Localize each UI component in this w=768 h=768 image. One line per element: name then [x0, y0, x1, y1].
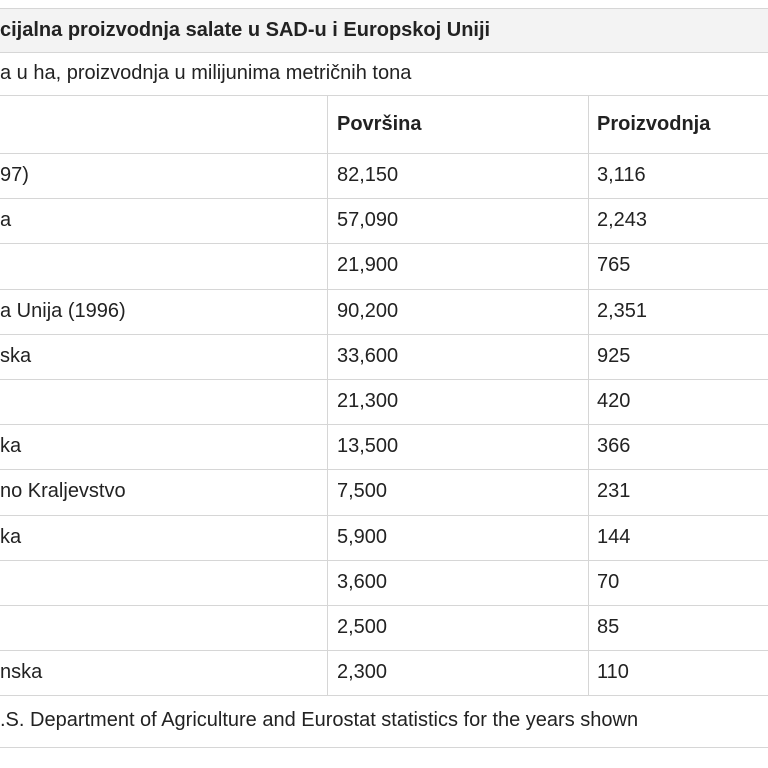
table-cell: 2,243	[597, 209, 648, 232]
column-header: Proizvodnja	[597, 112, 711, 135]
row-border	[0, 288, 768, 290]
row-label: a Unija (1996)	[0, 299, 126, 322]
row-border	[0, 379, 768, 380]
table-cell: 82,150	[337, 164, 399, 187]
row-label: no Kraljevstvo	[0, 480, 126, 503]
row-label: nska	[0, 661, 43, 684]
table-cell: 925	[597, 344, 631, 367]
table-subtitle: a u ha, proizvodnja u milijunima metričn…	[0, 62, 412, 84]
table-cell: 2,500	[337, 616, 388, 639]
row-label: 97)	[0, 164, 29, 187]
table-cell: 13,500	[337, 435, 399, 458]
row-border	[0, 469, 768, 471]
row-border	[0, 198, 768, 200]
row-border	[0, 243, 768, 245]
table-cell: 85	[597, 616, 620, 639]
row-label: ka	[0, 435, 22, 458]
table-cell: 144	[597, 525, 631, 548]
row-border	[0, 424, 768, 426]
table-cell: 21,300	[337, 390, 399, 413]
row-border	[0, 559, 768, 561]
table-cell: 33,600	[337, 344, 399, 367]
row-border	[0, 52, 768, 53]
table-cell: 420	[597, 390, 631, 413]
title-bg	[0, 8, 768, 52]
table-cell: 21,900	[337, 254, 399, 277]
row-label: a	[0, 209, 12, 232]
table-cell: 110	[597, 661, 629, 684]
table-cell: 2,300	[337, 661, 388, 684]
table-cell: 231	[597, 480, 631, 503]
table-title: cijalna proizvodnja salate u SAD-u i Eur…	[0, 18, 491, 41]
row-border	[0, 747, 768, 749]
row-border	[0, 95, 768, 96]
table-cell: 5,900	[337, 525, 388, 548]
row-border	[0, 695, 768, 697]
row-border	[0, 605, 768, 606]
row-border	[0, 514, 768, 516]
row-border	[0, 650, 768, 652]
table-cell: 7,500	[337, 480, 388, 503]
table-cell: 90,200	[337, 299, 399, 322]
table-cell: 765	[597, 254, 631, 277]
column-border	[588, 95, 589, 696]
column-header: Površina	[337, 112, 422, 135]
table-cell: 2,351	[597, 299, 648, 322]
row-label: ka	[0, 525, 22, 548]
row-label: ska	[0, 344, 32, 367]
row-border	[0, 333, 768, 335]
table-cell: 3,116	[597, 164, 646, 187]
row-border	[0, 153, 768, 154]
table-cell: 57,090	[337, 209, 399, 232]
table-footer: .S. Department of Agriculture and Eurost…	[0, 708, 639, 731]
table-cell: 70	[597, 570, 620, 593]
column-border	[327, 95, 328, 696]
table-cell: 366	[597, 435, 631, 458]
table-cell: 3,600	[337, 570, 388, 593]
row-border	[0, 8, 768, 9]
